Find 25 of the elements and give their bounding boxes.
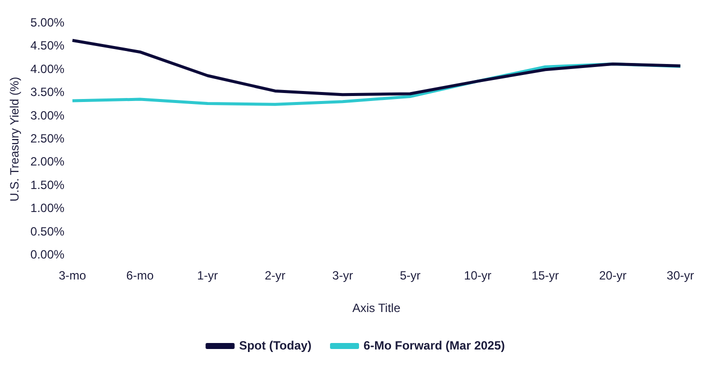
y-tick-label: 0.00% (30, 248, 65, 262)
x-tick-label: 10-yr (464, 268, 492, 283)
y-tick-label: 2.50% (30, 132, 65, 146)
y-axis-title: U.S. Treasury Yield (%) (8, 76, 22, 202)
y-tick-label: 1.00% (30, 201, 65, 216)
y-tick-label: 4.00% (30, 62, 65, 76)
x-tick-label: 20-yr (599, 268, 626, 283)
x-axis-title: Axis Title (352, 301, 401, 316)
y-tick-label: 1.50% (30, 178, 65, 192)
y-tick-label: 5.00% (30, 16, 65, 30)
x-tick-label: 30-yr (666, 268, 694, 283)
y-tick-label: 2.00% (30, 154, 65, 169)
x-tick-label: 1-yr (197, 268, 218, 283)
x-tick-label: 6-mo (126, 268, 154, 283)
y-tick-label: 0.50% (30, 224, 65, 238)
x-tick-label: 3-mo (58, 268, 86, 283)
legend-label: 6-Mo Forward (Mar 2025) (364, 338, 505, 352)
x-tick-label: 2-yr (264, 268, 286, 283)
x-tick-label: 15-yr (532, 268, 559, 283)
legend-label: Spot (Today) (239, 338, 312, 352)
y-tick-label: 3.00% (30, 108, 65, 122)
y-tick-label: 3.50% (30, 85, 65, 100)
y-tick-label: 4.50% (30, 38, 65, 53)
x-tick-label: 3-yr (332, 268, 353, 283)
x-tick-label: 5-yr (400, 268, 420, 283)
